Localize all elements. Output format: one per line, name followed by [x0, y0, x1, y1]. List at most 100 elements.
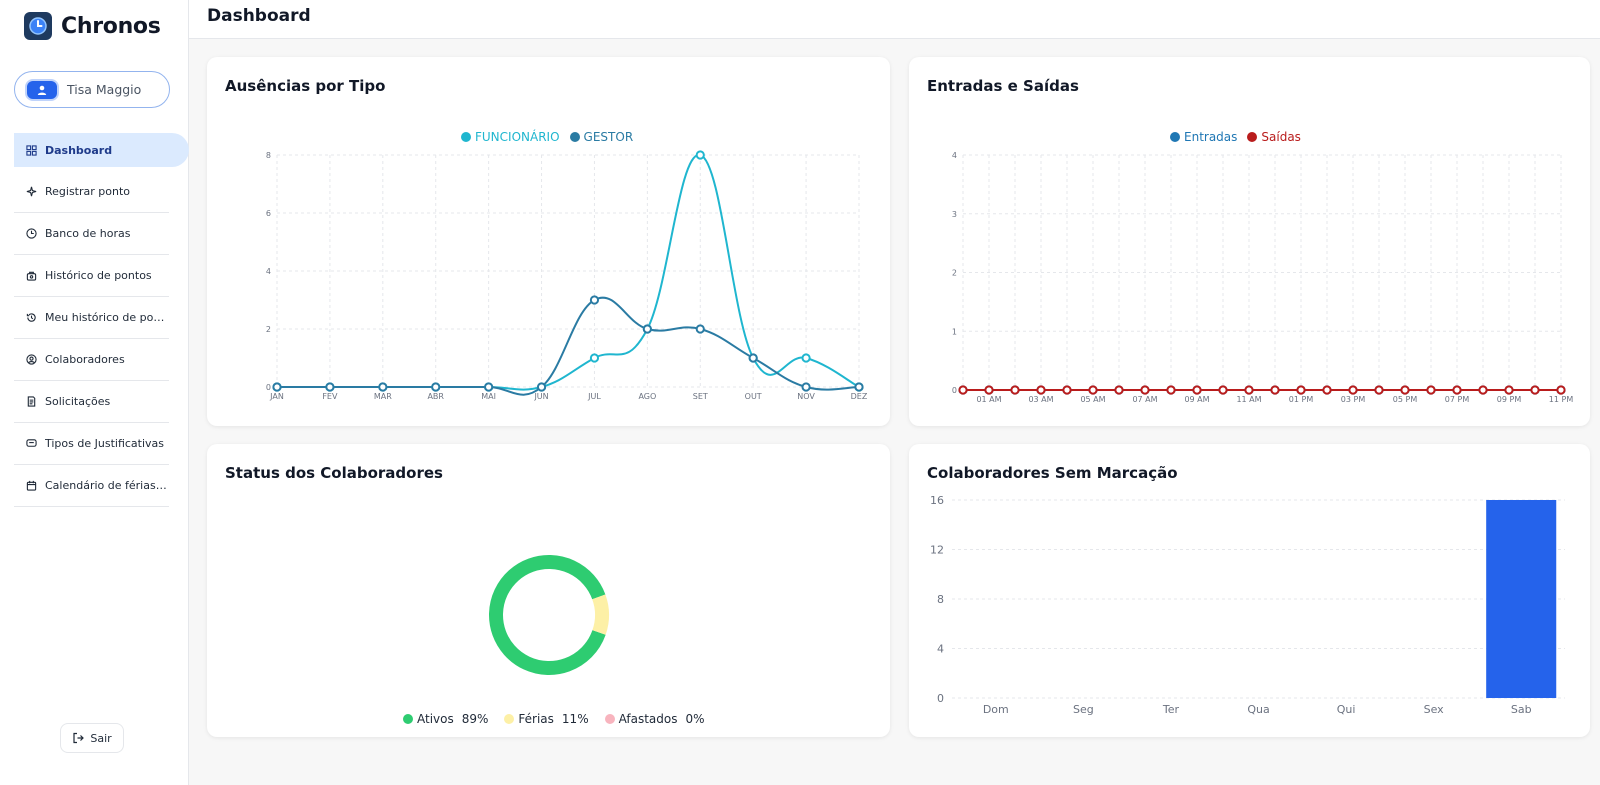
topbar: Dashboard [189, 0, 1600, 39]
y-tick-label: 3 [952, 210, 957, 219]
legend-item-saidas[interactable]: Saídas [1247, 130, 1301, 144]
x-tick-label: 03 PM [1341, 395, 1366, 404]
data-point [272, 382, 282, 392]
sidebar-item-label: Solicitações [45, 395, 111, 408]
history-icon [26, 313, 36, 322]
legend-item-entradas[interactable]: Entradas [1170, 130, 1237, 144]
y-tick-label: 2 [266, 325, 271, 334]
x-tick-label: JAN [269, 392, 284, 401]
x-tick-label: Sex [1424, 703, 1445, 716]
x-tick-label: DEZ [851, 392, 868, 401]
sidebar-item-banco-de-horas[interactable]: Banco de horas [14, 213, 169, 255]
sidebar-item-label: Registrar ponto [45, 185, 131, 198]
data-point [1140, 385, 1150, 395]
data-point [1504, 385, 1514, 395]
legend-label: Ativos [417, 712, 454, 726]
data-point [854, 382, 864, 392]
x-tick-label: 07 AM [1132, 395, 1157, 404]
sidebar-item-meu-historico[interactable]: Meu histórico de pontos [14, 297, 169, 339]
x-tick-label: 11 AM [1236, 395, 1261, 404]
brand-name: Chronos [61, 13, 161, 39]
entries-line-chart: 0 1 2 3 4 01 AM 03 AM 05 AM 07 AM 09 AM 11 AM 01 PM… [952, 151, 1573, 404]
logout-button[interactable]: Sair [60, 723, 124, 753]
data-point [1244, 385, 1254, 395]
y-tick-label: 6 [266, 209, 271, 218]
data-point [1556, 385, 1566, 395]
entries-legend: Entradas Saídas [1170, 130, 1301, 144]
legend-item-gestor[interactable]: GESTOR [569, 130, 634, 144]
legend-dot [1170, 132, 1180, 142]
data-point [1530, 385, 1540, 395]
x-tick-label: 05 PM [1393, 395, 1418, 404]
x-tick-label: NOV [797, 392, 815, 401]
legend-item-funcionario[interactable]: FUNCIONÁRIO [461, 130, 560, 144]
sidebar-item-colaboradores[interactable]: Colaboradores [14, 339, 169, 381]
legend-label: GESTOR [583, 130, 634, 144]
sidebar: Chronos Tisa Maggio Dashboard Registrar … [0, 0, 189, 785]
y-tick-label: 1 [952, 327, 957, 336]
sidebar-nav: Dashboard Registrar ponto Banco de horas… [14, 133, 189, 507]
y-tick-label: 2 [952, 269, 957, 278]
data-point [1270, 385, 1280, 395]
sidebar-item-label: Tipos de Justificativas [45, 437, 165, 450]
data-point [801, 353, 811, 363]
user-avatar-icon [25, 78, 59, 101]
sidebar-item-label: Colaboradores [45, 353, 125, 366]
history-bag-icon [26, 271, 37, 281]
x-tick-label: ABR [427, 392, 444, 401]
page-title: Dashboard [207, 6, 311, 26]
data-point [984, 385, 994, 395]
data-point [589, 353, 600, 363]
sparkle-icon [26, 186, 37, 197]
y-tick-label: 0 [952, 386, 957, 395]
x-tick-label: Dom [983, 703, 1009, 716]
legend-item-ferias[interactable]: Férias 11% [504, 712, 589, 726]
x-tick-label: 01 PM [1289, 395, 1314, 404]
y-tick-label: 4 [937, 643, 944, 656]
user-name: Tisa Maggio [67, 82, 142, 97]
sidebar-item-dashboard[interactable]: Dashboard [14, 133, 189, 167]
y-tick-label: 8 [937, 593, 944, 606]
y-tick-label: 12 [930, 544, 944, 557]
sidebar-item-solicitacoes[interactable]: Solicitações [14, 381, 169, 423]
data-point [536, 382, 547, 392]
legend-item-ativos[interactable]: Ativos 89% [403, 712, 488, 726]
status-card: Status dos Colaboradores Ativos 89% Féri… [207, 444, 890, 737]
y-tick-label: 0 [937, 692, 944, 705]
brand[interactable]: Chronos [24, 12, 161, 40]
data-point [1478, 385, 1488, 395]
legend-dot [569, 132, 580, 142]
x-tick-label: AGO [638, 392, 656, 401]
legend-item-afastados[interactable]: Afastados 0% [604, 712, 705, 726]
absences-card: Ausências por Tipo FUNCIONÁRIO GESTOR 0 2… [207, 57, 890, 426]
data-point [1426, 385, 1436, 395]
document-icon [27, 396, 36, 407]
legend-value: 89% [461, 712, 489, 726]
y-tick-label: 8 [266, 151, 271, 160]
legend-label: Entradas [1184, 130, 1238, 144]
y-tick-label: 16 [930, 494, 944, 507]
data-point [1114, 385, 1124, 395]
legend-value: 11% [561, 712, 589, 726]
y-tick-label: 4 [266, 267, 271, 276]
data-point [589, 295, 600, 305]
data-point [958, 385, 968, 395]
x-tick-label: JUL [587, 392, 601, 401]
sidebar-item-tipos-de-justificativas[interactable]: Tipos de Justificativas [14, 423, 169, 465]
x-tick-label: Sab [1511, 703, 1532, 716]
sidebar-item-historico-de-pontos[interactable]: Histórico de pontos [14, 255, 169, 297]
data-point [1192, 385, 1202, 395]
y-tick-label: 0 [266, 383, 271, 392]
sidebar-item-label: Meu histórico de pontos [45, 311, 169, 324]
series-line [277, 296, 860, 396]
data-point [748, 353, 758, 363]
x-tick-label: SET [693, 392, 708, 401]
legend-label: FUNCIONÁRIO [475, 130, 560, 144]
legend-label: Saídas [1261, 130, 1301, 144]
sidebar-item-registrar-ponto[interactable]: Registrar ponto [14, 171, 169, 213]
card-title: Entradas e Saídas [927, 77, 1079, 95]
x-tick-label: 09 PM [1497, 395, 1522, 404]
x-tick-label: OUT [745, 392, 762, 401]
sidebar-item-calendario[interactable]: Calendário de férias e af... [14, 465, 169, 507]
user-chip[interactable]: Tisa Maggio [14, 71, 170, 108]
